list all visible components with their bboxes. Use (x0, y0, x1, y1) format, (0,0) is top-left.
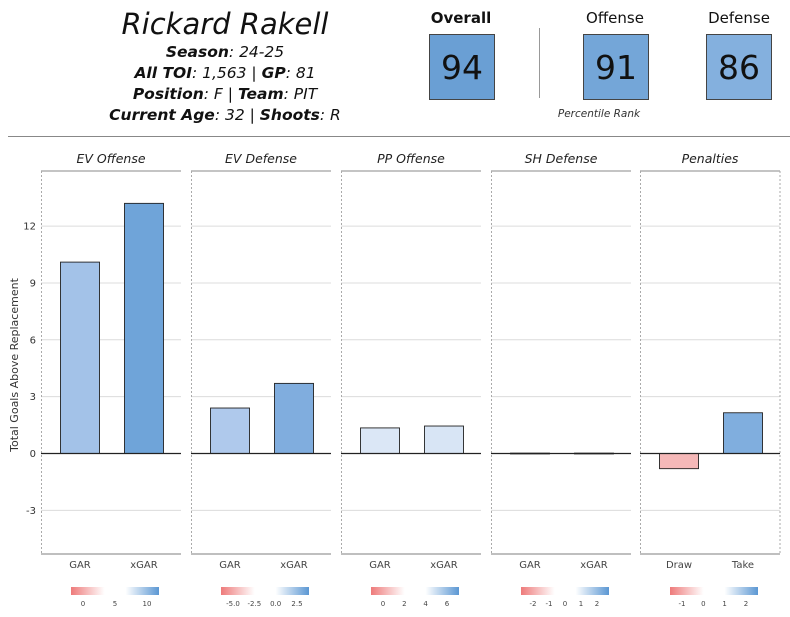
season-line: Season: 24-25 (40, 42, 410, 63)
category-label: xGAR (280, 560, 308, 571)
percentile-note: Percentile Rank (557, 108, 641, 120)
defense-rank-label: Defense (708, 9, 770, 27)
position-label: Position (132, 85, 204, 103)
legend-tick-label: 1 (579, 600, 583, 608)
team-value: : PIT (283, 85, 318, 103)
panel-sh-defense: SH Defense GAR xGAR -2 -1 0 1 2 (491, 151, 631, 608)
legend-colorbar (221, 587, 309, 595)
legend-tick-label: 0 (563, 600, 567, 608)
legend-tick-label: 0 (81, 600, 85, 608)
y-tick-label: -3 (26, 506, 36, 517)
panel-penalties: Penalties Draw Take -1 0 1 2 (640, 151, 780, 608)
panel-title: PP Offense (377, 151, 445, 166)
bar-take (723, 412, 763, 454)
panel-title: EV Defense (225, 151, 297, 166)
season-value: : 24-25 (228, 43, 285, 61)
legend-colorbar (670, 587, 758, 595)
player-name: Rickard Rakell (121, 7, 329, 41)
legend-tick-label: 6 (445, 600, 450, 608)
overall-rank-box: 94 (429, 34, 495, 100)
legend-tick-label: -2 (530, 600, 537, 608)
legend-tick-label: -5.0 (226, 600, 240, 608)
overall-rank-label: Overall (430, 9, 492, 27)
season-label: Season (165, 43, 229, 61)
category-label: GAR (219, 560, 241, 571)
y-tick-label: 3 (30, 392, 36, 403)
player-info: Rickard Rakell Season: 24-25 All TOI: 1,… (40, 6, 410, 126)
bar-draw (659, 453, 699, 470)
bar-gar (360, 427, 400, 454)
bar-gar (60, 261, 100, 454)
legend-colorbar (71, 587, 159, 595)
defense-rank-box: 86 (706, 34, 772, 100)
position-line: Position: F | Team: PIT (40, 84, 410, 105)
toi-value: : 1,563 | (191, 64, 262, 82)
category-label: Take (731, 560, 754, 571)
gp-value: : 81 (285, 64, 316, 82)
offense-rank-box: 91 (583, 34, 649, 100)
gp-label: GP (261, 64, 286, 82)
panel-title: Penalties (682, 151, 739, 166)
legend-tick-label: 0 (381, 600, 385, 608)
bar-xgar (424, 425, 464, 454)
category-label: GAR (69, 560, 91, 571)
legend-tick-label: 5 (113, 600, 117, 608)
toi-label: All TOI (134, 64, 192, 82)
header-divider (8, 136, 790, 137)
legend-tick-label: 0.0 (270, 600, 281, 608)
panel-ev-offense: EV Offense GAR xGAR 0 5 10 (41, 151, 181, 608)
y-axis-label: Total Goals Above Replacement (8, 277, 21, 452)
legend-colorbar (371, 587, 459, 595)
panel-ev-defense: EV Defense GAR xGAR -5.0 -2.5 0.0 2.5 (191, 151, 331, 608)
age-line: Current Age: 32 | Shoots: R (40, 105, 410, 126)
category-label: xGAR (430, 560, 458, 571)
legend-tick-label: -2.5 (247, 600, 261, 608)
bar-gar (210, 407, 250, 454)
age-value: : 32 | (214, 106, 260, 124)
legend-tick-label: 0 (701, 600, 705, 608)
toi-line: All TOI: 1,563 | GP: 81 (40, 63, 410, 84)
y-tick-label: 6 (30, 335, 36, 346)
bar-xgar (274, 382, 314, 454)
rank-divider (539, 28, 540, 98)
category-label: GAR (369, 560, 391, 571)
legend-tick-label: 2.5 (291, 600, 302, 608)
legend-tick-label: -1 (546, 600, 553, 608)
legend-tick-label: 2 (744, 600, 748, 608)
shoots-value: : R (319, 106, 341, 124)
legend-tick-label: -1 (679, 600, 686, 608)
category-label: Draw (666, 560, 692, 571)
category-label: xGAR (580, 560, 608, 571)
panel-pp-offense: PP Offense GAR xGAR 0 2 4 6 (341, 151, 481, 608)
category-label: GAR (519, 560, 541, 571)
y-tick-label: 9 (30, 278, 36, 289)
legend-tick-label: 2 (402, 600, 406, 608)
panel-title: SH Defense (525, 151, 598, 166)
category-label: xGAR (130, 560, 158, 571)
legend-tick-label: 2 (595, 600, 599, 608)
shoots-label: Shoots (259, 106, 320, 124)
legend-tick-label: 4 (423, 600, 428, 608)
team-label: Team (237, 85, 284, 103)
y-tick-label: 12 (23, 222, 36, 233)
legend-tick-label: 1 (722, 600, 726, 608)
legend-colorbar (521, 587, 609, 595)
offense-rank-label: Offense (586, 9, 644, 27)
position-value: : F | (203, 85, 238, 103)
y-tick-label: 0 (30, 449, 36, 460)
age-label: Current Age (109, 106, 215, 124)
panel-title: EV Offense (76, 151, 145, 166)
legend-tick-label: 10 (143, 600, 152, 608)
bar-xgar (124, 202, 164, 454)
